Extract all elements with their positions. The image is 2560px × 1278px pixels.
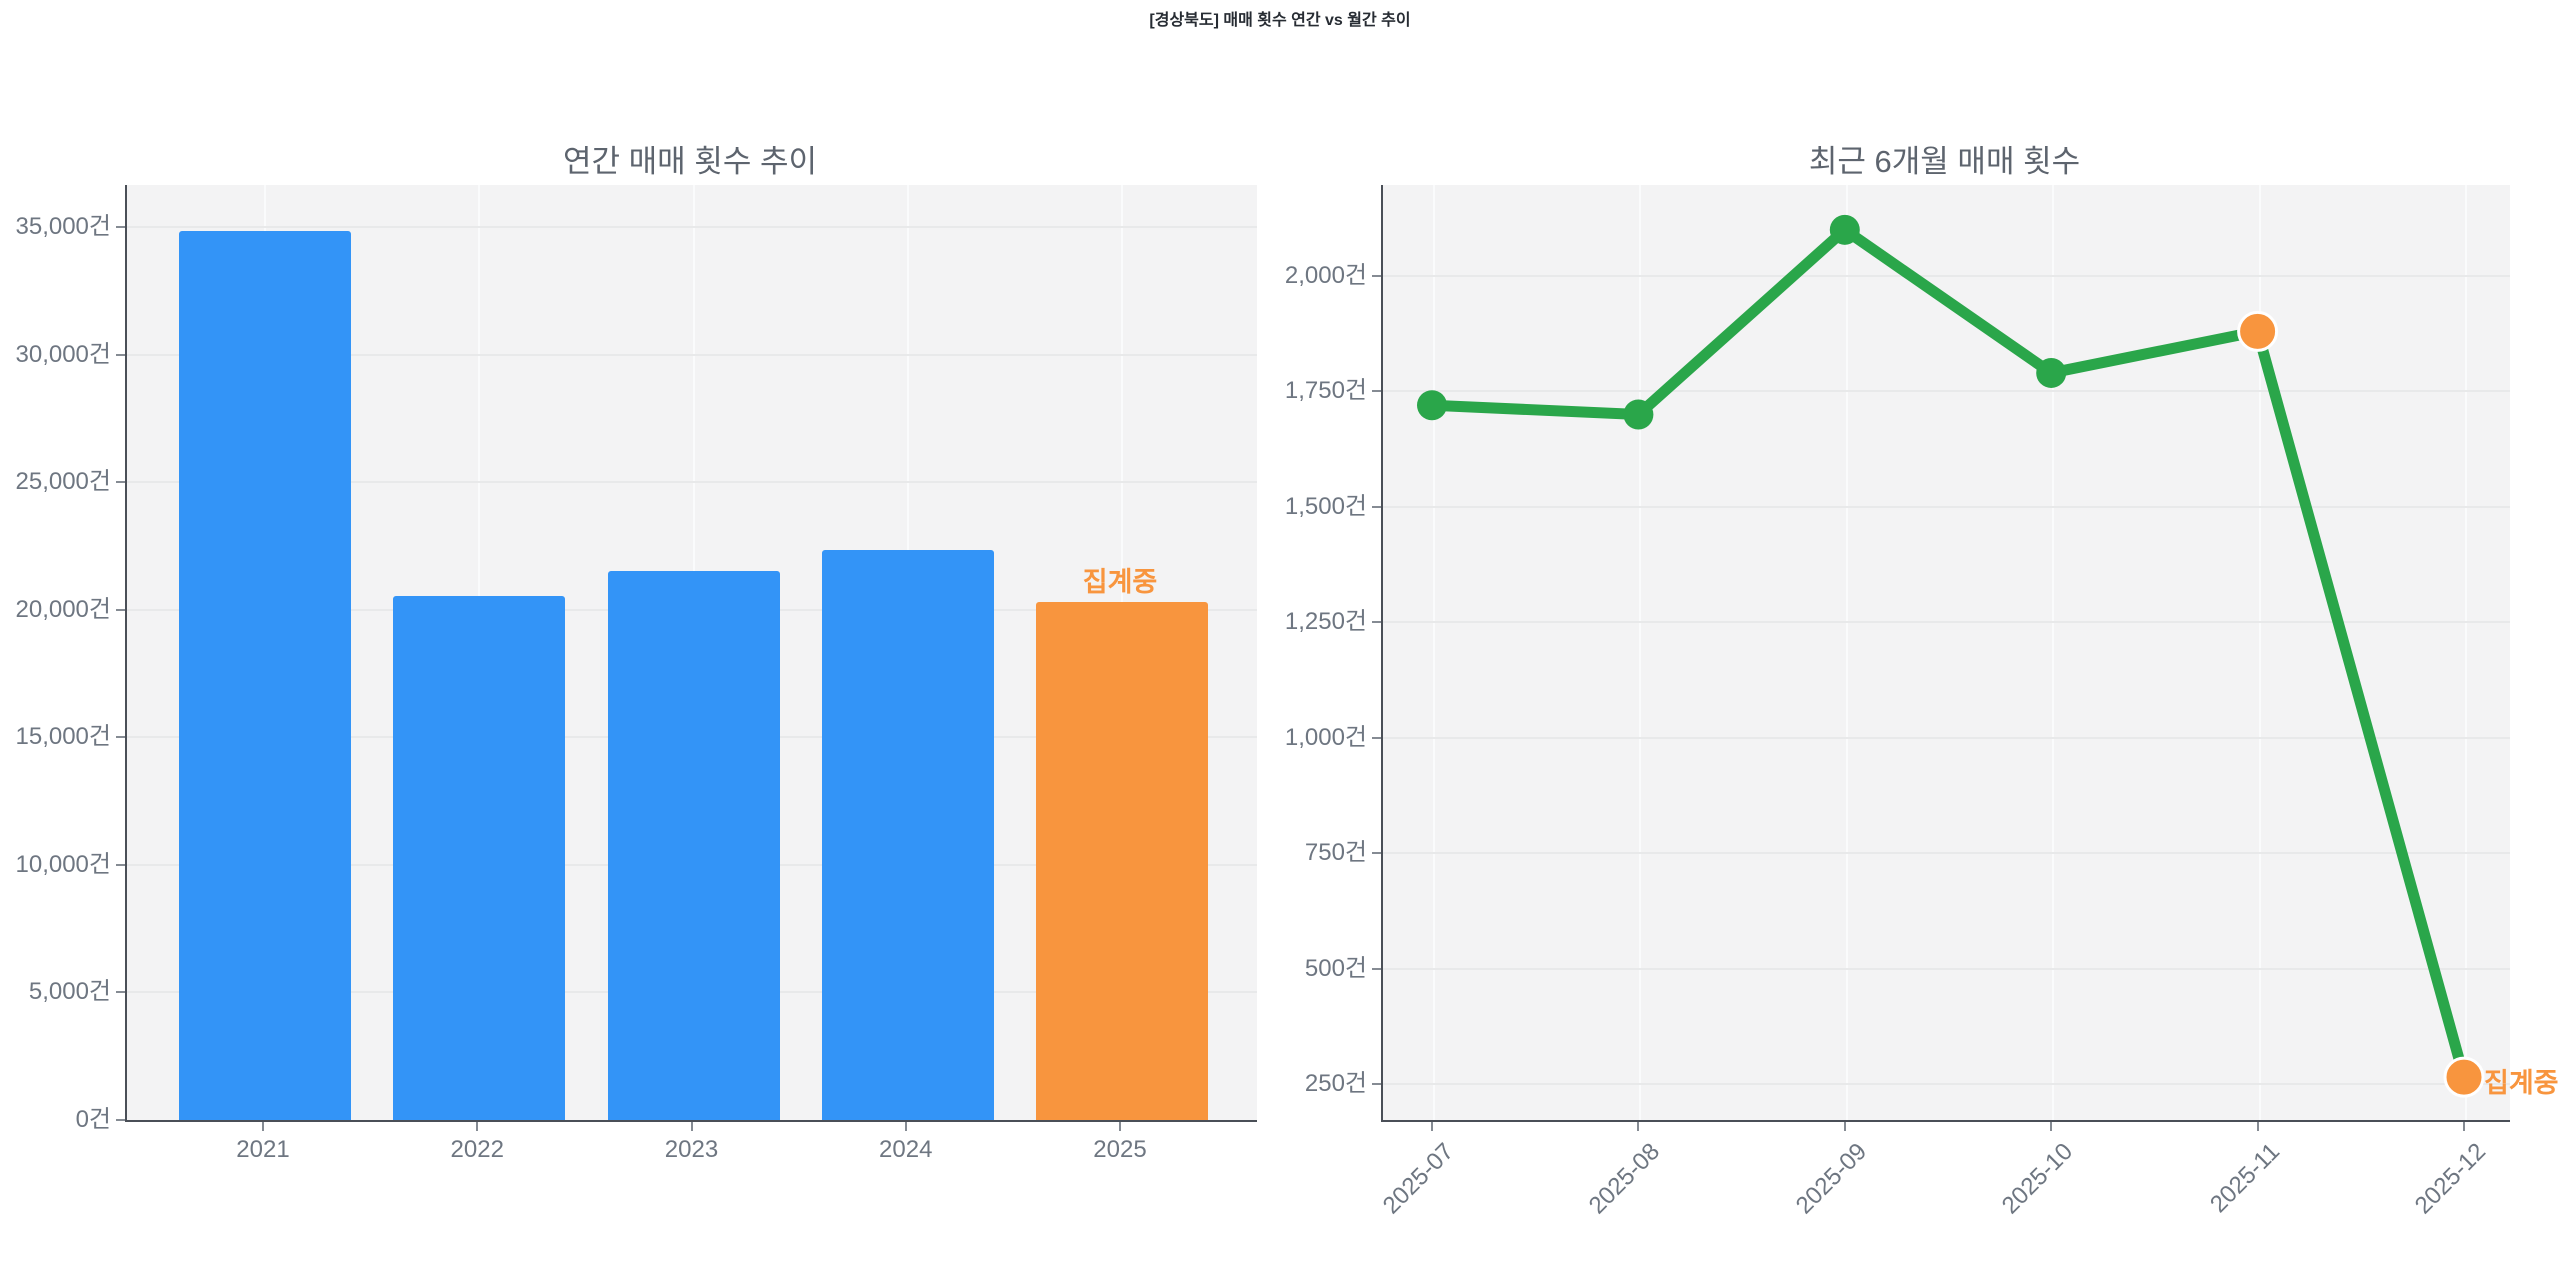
x-tick-label: 2025-07: [1377, 1138, 1460, 1220]
y-tick-mark: [116, 863, 125, 866]
aggregating-label: 집계중: [1082, 567, 1158, 598]
y-tick-label: 500건: [1304, 954, 1367, 982]
bar-2023: [607, 571, 780, 1120]
data-point-2025-09: [1829, 214, 1860, 245]
bar-2022: [393, 595, 566, 1120]
x-tick-label: 2025-09: [1790, 1138, 1872, 1220]
y-tick-label: 30,000건: [15, 340, 112, 368]
x-tick-label: 2025-11: [2204, 1138, 2285, 1219]
x-tick-mark: [904, 1122, 907, 1131]
y-gridline: [1383, 505, 2510, 508]
x-tick-mark: [1431, 1122, 1433, 1131]
y-tick-label: 2,000건: [1284, 261, 1367, 289]
x-tick-mark: [1637, 1122, 1640, 1131]
y-tick-mark: [1372, 274, 1381, 277]
x-tick-mark: [2463, 1122, 2465, 1131]
x-tick-label: 2022: [450, 1136, 504, 1163]
y-tick-label: 10,000건: [15, 850, 112, 878]
y-tick-label: 1,750건: [1284, 377, 1367, 405]
y-tick-mark: [1372, 967, 1381, 970]
data-point-2025-11: [2237, 310, 2279, 352]
figure: [경상북도] 매매 횟수 연간 vs 월간 추이 연간 매매 횟수 추이 최근 …: [15, 12, 2559, 1220]
y-gridline: [1383, 274, 2510, 277]
y-tick-mark: [1372, 390, 1381, 393]
y-tick-label: 20,000건: [15, 595, 112, 623]
y-gridline: [1383, 736, 2510, 739]
y-tick-label: 0건: [75, 1106, 111, 1133]
y-gridline: [1383, 852, 2510, 855]
data-point-2025-10: [2036, 357, 2067, 388]
y-tick-mark: [116, 1119, 125, 1121]
y-tick-label: 25,000건: [15, 468, 112, 496]
y-gridline: [1383, 967, 2510, 970]
y-gridline: [1383, 1083, 2510, 1085]
line-chart-plot-area: [1381, 185, 2510, 1122]
x-tick-label: 2023: [664, 1136, 719, 1163]
x-tick-label: 2025-08: [1584, 1138, 1666, 1220]
x-tick-mark: [262, 1122, 264, 1131]
y-gridline: [127, 226, 1257, 228]
x-gridline: [1433, 185, 1435, 1120]
aggregating-label: 집계중: [2484, 1068, 2559, 1099]
trend-line: [1426, 224, 2470, 1083]
x-gridline: [1639, 185, 1642, 1120]
x-tick-label: 2025: [1093, 1136, 1147, 1163]
y-gridline: [127, 353, 1257, 356]
figure-title: [경상북도] 매매 횟수 연간 vs 월간 추이: [1149, 12, 1411, 29]
y-tick-label: 1,250건: [1284, 608, 1367, 636]
page: { "main_title": "[경상북도] 매매 횟수 연간 vs 월간 추…: [15, 12, 2559, 1220]
y-tick-mark: [116, 226, 125, 228]
y-tick-mark: [1372, 736, 1381, 739]
y-tick-label: 750건: [1304, 839, 1367, 867]
y-tick-label: 250건: [1304, 1070, 1367, 1097]
x-tick-label: 2025-12: [2409, 1138, 2492, 1220]
trend-line-layer: [1417, 214, 2485, 1098]
y-tick-mark: [116, 736, 125, 739]
y-tick-label: 5,000건: [28, 978, 111, 1006]
x-gridline: [2258, 185, 2261, 1120]
y-tick-mark: [116, 991, 125, 994]
bar-2021: [179, 230, 351, 1120]
y-tick-mark: [116, 353, 125, 356]
y-tick-label: 1,500건: [1284, 492, 1367, 520]
y-gridline: [127, 481, 1257, 484]
y-tick-mark: [116, 481, 125, 484]
y-tick-label: 1,000건: [1284, 723, 1367, 751]
x-tick-mark: [2050, 1122, 2053, 1131]
x-gridline: [1845, 185, 1848, 1120]
x-tick-mark: [2256, 1122, 2259, 1131]
x-tick-label: 2021: [236, 1136, 290, 1163]
x-tick-label: 2024: [879, 1136, 933, 1163]
y-tick-label: 15,000건: [15, 723, 112, 751]
x-tick-label: 2025-10: [1996, 1138, 2079, 1220]
y-tick-mark: [1372, 621, 1381, 624]
x-tick-mark: [1119, 1122, 1121, 1131]
bar-chart-title: 연간 매매 횟수 추이: [563, 144, 817, 179]
x-tick-mark: [1843, 1122, 1846, 1131]
y-gridline: [1383, 621, 2510, 624]
x-gridline: [2465, 185, 2467, 1120]
y-tick-label: 35,000건: [15, 213, 112, 240]
y-tick-mark: [1372, 505, 1381, 508]
bar-2025: [1036, 602, 1208, 1120]
y-gridline: [1383, 390, 2510, 393]
data-point-2025-12: [2443, 1056, 2485, 1098]
y-tick-mark: [116, 608, 125, 611]
bar-2024: [821, 549, 994, 1120]
x-tick-mark: [476, 1122, 479, 1131]
line-chart-title: 최근 6개월 매매 횟수: [1808, 144, 2081, 179]
bar-chart-plot-area: [125, 185, 1257, 1122]
y-tick-mark: [1372, 852, 1381, 855]
x-gridline: [2052, 185, 2055, 1120]
x-tick-mark: [690, 1122, 693, 1131]
y-tick-mark: [1372, 1083, 1381, 1085]
data-point-2025-07: [1417, 390, 1447, 421]
data-point-2025-08: [1623, 399, 1654, 430]
